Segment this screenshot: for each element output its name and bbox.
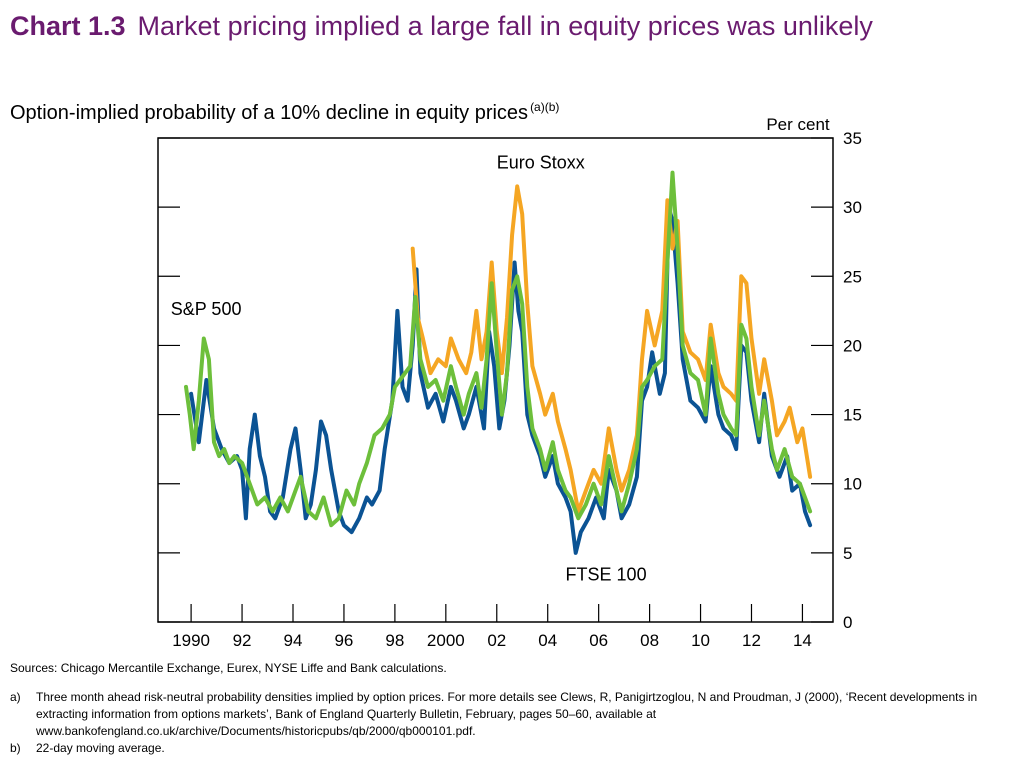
y-tick-label: 5	[843, 544, 852, 563]
footnote-b-text: 22-day moving average.	[36, 741, 165, 755]
series-line-euro-stoxx	[410, 184, 813, 514]
y-tick-label: 25	[843, 267, 862, 286]
series-annotation: FTSE 100	[566, 565, 647, 585]
y-axis-label: Per cent	[766, 115, 830, 134]
footnote-a-text: Three month ahead risk-neutral probabili…	[36, 690, 978, 738]
series-annotation: Euro Stoxx	[497, 152, 585, 172]
x-tick-label: 08	[640, 631, 659, 650]
annotation-layer: Euro Stoxx S&P 500 FTSE 100	[171, 152, 647, 584]
x-tick-label: 06	[589, 631, 608, 650]
y-tick-label: 35	[843, 129, 862, 148]
x-tick-label: 14	[793, 631, 812, 650]
y-tick-label: 0	[843, 613, 852, 632]
sources-note: Sources: Chicago Mercantile Exchange, Eu…	[10, 661, 447, 675]
footnote-a-mark: a)	[10, 690, 21, 704]
chart-number: Chart 1.3	[10, 11, 126, 41]
chart-title: Chart 1.3 Market pricing implied a large …	[10, 6, 1010, 46]
x-tick-label: 92	[233, 631, 252, 650]
y-tick-label: 15	[843, 406, 862, 425]
chart-subtitle: Option-implied probability of a 10% decl…	[10, 100, 559, 125]
chart-notes: Sources: Chicago Mercantile Exchange, Eu…	[10, 660, 1010, 757]
y-tick-label: 10	[843, 475, 862, 494]
plot-frame	[157, 137, 834, 623]
y-tick-label: 20	[843, 336, 862, 355]
footnote-b: b) 22-day moving average.	[10, 740, 1010, 757]
x-tick-label: 12	[742, 631, 761, 650]
x-tick-label: 94	[284, 631, 303, 650]
x-tick-label: 04	[538, 631, 557, 650]
x-tick-label: 10	[691, 631, 710, 650]
series-line-s-p-500	[184, 170, 813, 528]
series-annotation: S&P 500	[171, 299, 242, 319]
x-tick-label: 96	[334, 631, 353, 650]
plot-border	[157, 137, 834, 623]
subtitle-footnote-refs: (a)(b)	[530, 100, 560, 114]
series-layer	[184, 170, 813, 555]
subtitle-text: Option-implied probability of a 10% decl…	[10, 102, 529, 124]
footnote-a: a) Three month ahead risk-neutral probab…	[10, 689, 1010, 740]
x-tick-label: 2000	[427, 631, 465, 650]
x-tick-label: 98	[385, 631, 404, 650]
y-axis: 0 5 10 15 20 25 30 35	[158, 129, 862, 632]
footnote-b-mark: b)	[10, 741, 21, 755]
x-tick-label: 02	[487, 631, 506, 650]
y-tick-label: 30	[843, 198, 862, 217]
x-tick-label: 1990	[172, 631, 210, 650]
x-axis: 1990 92 94 96 98 2000 02 04 06 08 10 12 14	[172, 604, 812, 650]
chart-title-text: Market pricing implied a large fall in e…	[137, 11, 873, 41]
